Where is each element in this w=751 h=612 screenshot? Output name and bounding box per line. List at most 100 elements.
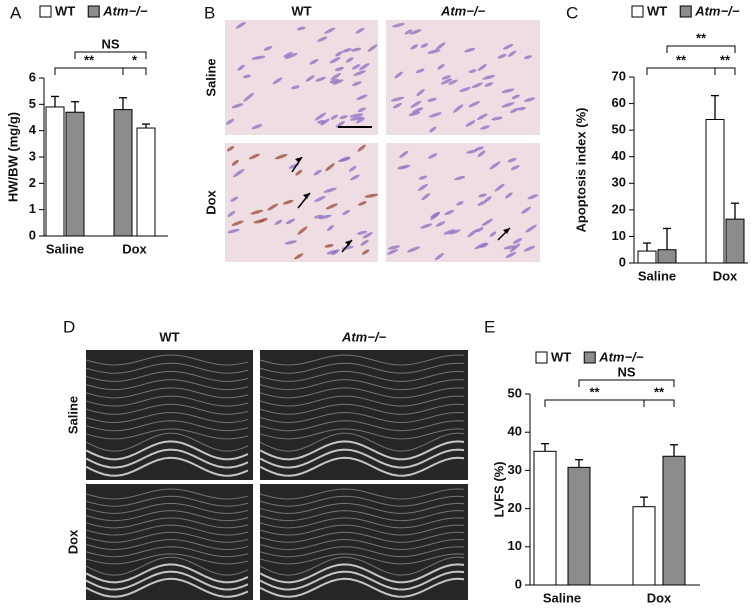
column-label: WT: [159, 329, 179, 344]
nucleus: [329, 78, 340, 84]
panel-letter: A: [10, 3, 22, 22]
echo-line: [259, 510, 465, 522]
echo-line: [259, 502, 465, 514]
echo-line: [259, 553, 465, 565]
row-label: Dox: [65, 529, 80, 554]
legend-label: WT: [647, 3, 667, 18]
nucleus: [326, 249, 338, 255]
echo-line: [259, 517, 465, 529]
nucleus: [230, 196, 239, 202]
nucleus: [430, 211, 441, 221]
nucleus: [527, 194, 539, 200]
bar: [65, 111, 85, 237]
row-label: Dox: [203, 189, 218, 214]
image: [259, 350, 468, 480]
nucleus: [502, 43, 514, 50]
nucleus: [251, 124, 263, 130]
echo-line: [85, 517, 249, 529]
nucleus: [356, 230, 368, 235]
y-axis-label: HW/BW (mg/g): [5, 112, 20, 202]
nucleus: [361, 249, 370, 255]
nucleus: [468, 101, 481, 108]
nucleus: [392, 102, 402, 109]
nucleus: [427, 97, 437, 102]
nucleus: [484, 82, 494, 87]
nucleus: [243, 92, 254, 102]
panel-letter: C: [566, 3, 578, 22]
nucleus: [394, 71, 403, 79]
significance-label: NS: [617, 364, 635, 379]
nucleus: [253, 219, 265, 224]
nucleus: [454, 176, 466, 181]
nucleus: [360, 239, 369, 246]
nucleus: [392, 22, 405, 28]
nucleus: [456, 201, 464, 206]
nucleus: [410, 100, 422, 108]
nucleus: [476, 227, 484, 233]
x-tick-label: Dox: [647, 590, 672, 605]
significance-bracket: [643, 399, 675, 407]
image: [386, 143, 540, 262]
nucleus: [231, 103, 244, 109]
nucleus: [410, 44, 419, 50]
significance-bracket: [666, 45, 736, 53]
nucleus: [428, 112, 442, 118]
y-axis-label: Apoptosis index (%): [573, 108, 588, 233]
significance-bracket: [714, 67, 736, 75]
nucleus: [387, 249, 399, 255]
echo-line: [259, 432, 465, 452]
nucleus: [477, 63, 487, 71]
echo-line: [259, 577, 465, 598]
nucleus: [489, 161, 501, 170]
nucleus: [412, 107, 424, 113]
y-axis-label: LVFS (%): [491, 461, 506, 517]
nucleus: [355, 27, 365, 34]
nucleus: [326, 225, 334, 231]
nucleus: [359, 63, 370, 71]
y-tick-label: 30: [508, 462, 522, 477]
nucleus: [453, 104, 464, 113]
nucleus: [329, 57, 341, 64]
y-tick-label: 2: [29, 175, 36, 190]
x-tick-label: Saline: [638, 268, 676, 283]
nucleus: [420, 43, 429, 48]
nucleus: [367, 44, 378, 52]
nucleus: [387, 245, 400, 250]
echo-line: [259, 538, 465, 550]
nucleus: [364, 193, 379, 198]
bar: [725, 218, 745, 264]
echo-line: [85, 432, 249, 452]
echo-line: [259, 387, 465, 399]
nucleus: [231, 159, 239, 166]
significance-bracket: [54, 67, 124, 75]
image: [85, 484, 253, 600]
nucleus: [284, 52, 298, 60]
nucleus: [466, 149, 478, 154]
bar: [705, 119, 725, 264]
nucleus: [481, 218, 493, 227]
nucleus: [429, 126, 437, 133]
echo-line: [85, 420, 249, 432]
image: [386, 20, 540, 135]
nucleus: [335, 51, 343, 57]
panel-letter: B: [204, 3, 215, 22]
nucleus: [415, 68, 425, 74]
bar: [45, 106, 65, 237]
bar: [657, 249, 677, 264]
nucleus: [294, 253, 304, 260]
significance-label: **: [84, 52, 95, 67]
nucleus: [427, 49, 441, 54]
y-tick-label: 6: [29, 69, 36, 84]
legend-swatch: [39, 5, 52, 18]
nucleus: [291, 85, 300, 90]
echo-line: [259, 546, 465, 558]
echo-line: [259, 563, 465, 584]
bar: [637, 250, 657, 264]
nucleus: [339, 115, 348, 120]
panel-letter: D: [63, 317, 75, 336]
y-tick-label: 70: [612, 68, 626, 83]
nucleus: [357, 144, 366, 152]
echo-line: [259, 395, 465, 407]
nucleus: [478, 193, 487, 198]
nucleus: [351, 47, 362, 52]
